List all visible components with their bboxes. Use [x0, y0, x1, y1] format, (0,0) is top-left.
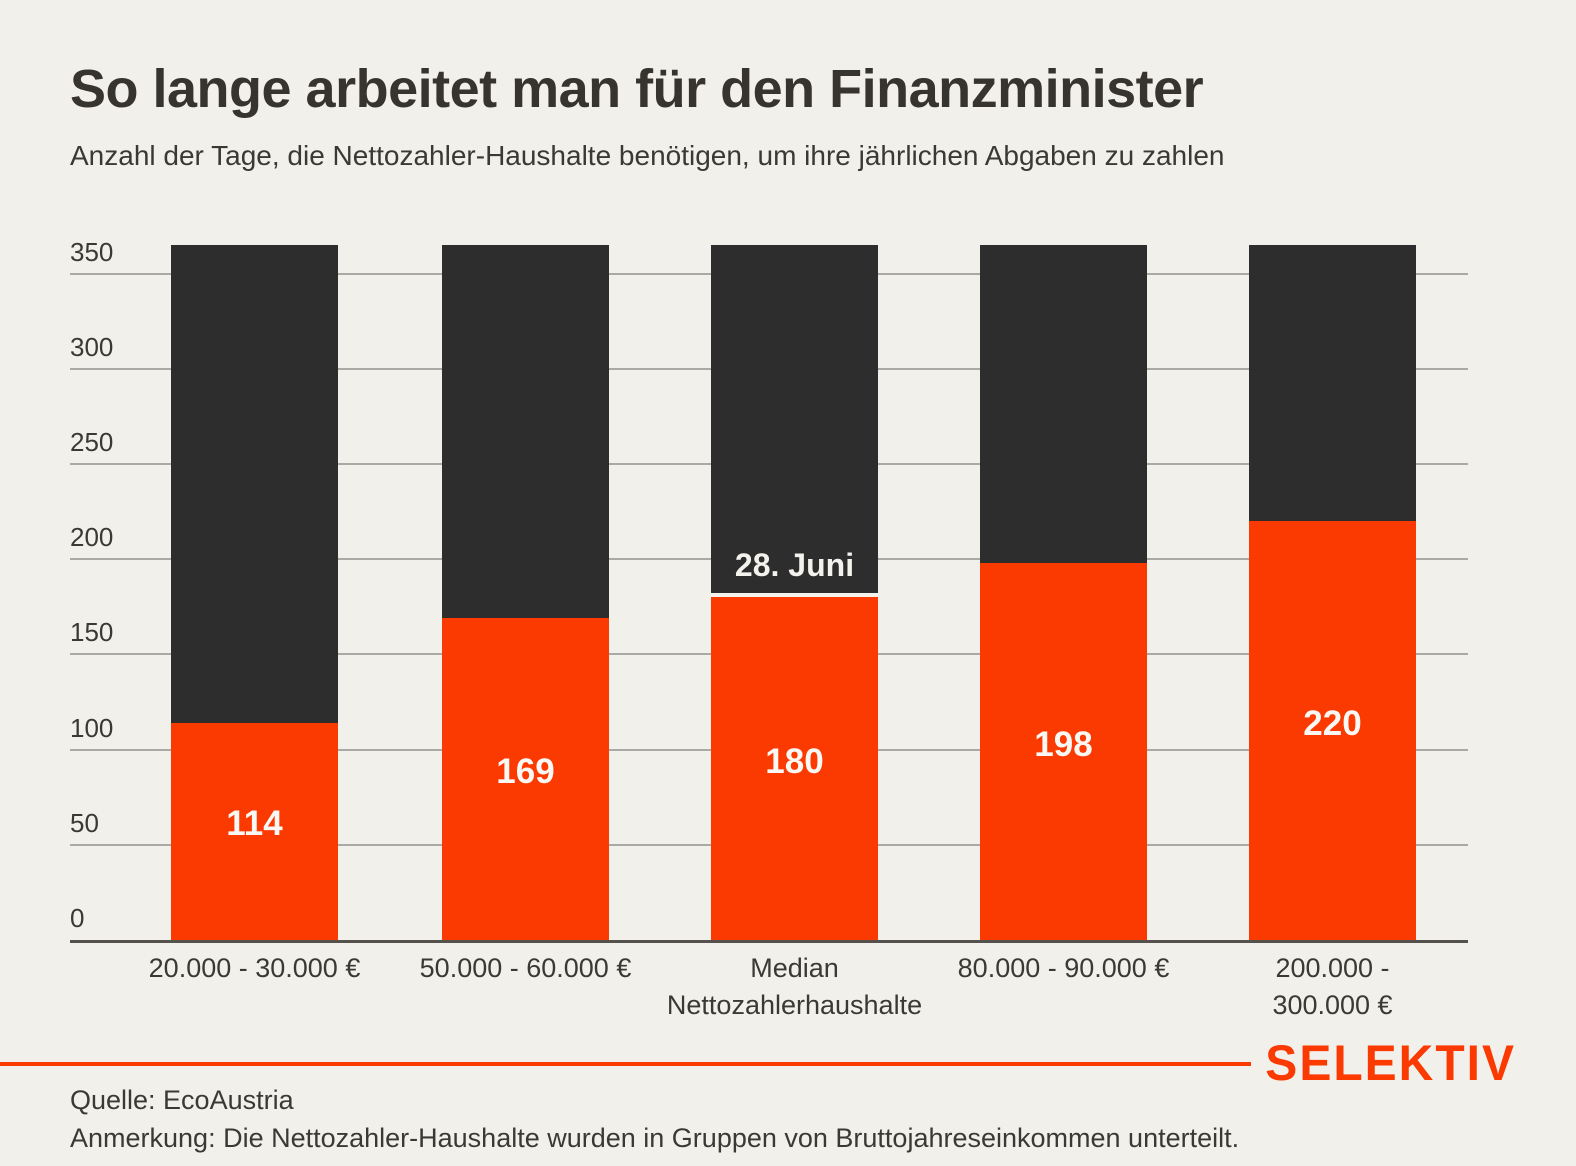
- bar-value-label: 114: [226, 804, 283, 844]
- bar-days-segment: 220: [1249, 521, 1416, 940]
- x-category-label-5: 200.000 - 300.000 €: [1272, 953, 1393, 1020]
- x-category-label-4: 80.000 - 90.000 €: [957, 953, 1170, 983]
- chart-title: So lange arbeitet man für den Finanzmini…: [70, 59, 1204, 119]
- chart-subtitle: Anzahl der Tage, die Nettozahler-Haushal…: [70, 140, 1225, 171]
- x-category-label-3: Median Nettozahlerhaushalte: [666, 953, 923, 1020]
- annotation-marker-line: [711, 593, 878, 598]
- selektiv-logo: SELEKTIV: [1265, 1035, 1516, 1092]
- bar-3: 28. Juni 180: [711, 245, 878, 940]
- y-tick-label-100: 100: [70, 712, 114, 743]
- y-tick-label-50: 50: [70, 807, 99, 838]
- method-note: Anmerkung: Die Nettozahler-Haushalte wur…: [70, 1123, 1240, 1153]
- plot-area: 0 50 100 150 200 250 300 350 114 169 28. Juni 180 19…: [70, 239, 1468, 943]
- y-tick-label-250: 250: [70, 426, 114, 457]
- brand-divider-line: [0, 1062, 1252, 1066]
- bar-remainder-segment: [171, 245, 338, 723]
- y-tick-label-150: 150: [70, 617, 114, 648]
- x-axis-labels: 20.000 - 30.000 € 50.000 - 60.000 € Median…: [70, 950, 1468, 1026]
- bar-days-segment: 114: [171, 722, 338, 940]
- bar-1: 114: [171, 245, 338, 940]
- footer-brand-row: SELEKTIV: [0, 1035, 1516, 1092]
- bar-value-label: 180: [765, 741, 824, 781]
- bar-remainder-segment: [1249, 245, 1416, 522]
- bar-value-label: 169: [496, 752, 555, 792]
- bar-remainder-segment: [442, 245, 609, 619]
- x-category-label-2: 50.000 - 60.000 €: [419, 953, 632, 983]
- y-tick-label-0: 0: [70, 903, 85, 933]
- bar-remainder-segment: 28. Juni: [711, 245, 878, 594]
- bar-remainder-segment: [980, 245, 1147, 563]
- bar-5: 220: [1249, 245, 1416, 940]
- y-tick-label-350: 350: [70, 236, 114, 267]
- y-tick-label-300: 300: [70, 331, 114, 362]
- source-note: Quelle: EcoAustria: [70, 1085, 294, 1115]
- date-annotation-label: 28. Juni: [734, 547, 855, 584]
- bar-days-segment: 198: [980, 563, 1147, 940]
- bar-days-segment: 169: [442, 618, 609, 940]
- bar-2: 169: [442, 245, 609, 940]
- y-tick-label-200: 200: [70, 522, 114, 553]
- bar-days-segment: 180: [711, 597, 878, 940]
- bar-4: 198: [980, 245, 1147, 940]
- x-category-label-1: 20.000 - 30.000 €: [148, 953, 361, 983]
- bar-value-label: 198: [1034, 724, 1093, 764]
- bar-value-label: 220: [1303, 703, 1362, 743]
